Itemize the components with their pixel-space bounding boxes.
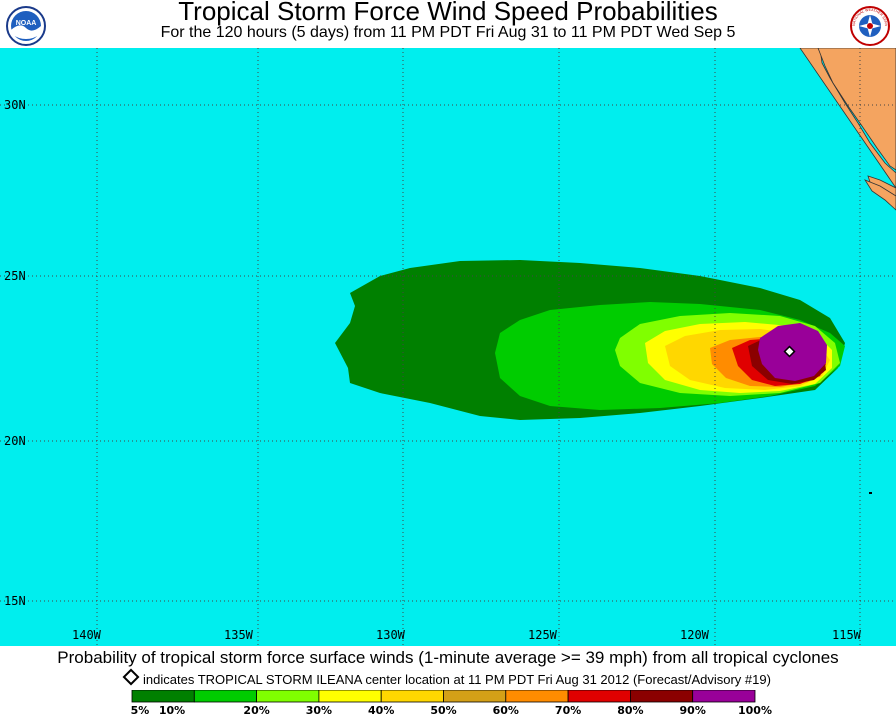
page-subtitle: For the 120 hours (5 days) from 11 PM PD… (160, 24, 736, 41)
legend-label: 40% (368, 704, 394, 716)
legend-swatches (131, 690, 756, 703)
probability-contours (335, 260, 845, 420)
lat-label-30n: 30N (4, 98, 26, 112)
land-mass (799, 48, 896, 494)
lat-label-20n: 20N (4, 434, 26, 448)
legend-label: 30% (306, 704, 332, 716)
legend-swatch (567, 690, 631, 703)
storm-center-marker (783, 345, 796, 358)
legend-swatch (505, 690, 569, 703)
lon-label-140w: 140W (72, 628, 102, 642)
footer-description: Probability of tropical storm force surf… (57, 648, 839, 667)
page-title: Tropical Storm Force Wind Speed Probabil… (178, 0, 718, 26)
legend-label: 90% (680, 704, 706, 716)
legend-swatch (443, 690, 507, 703)
noaa-logo-text: NOAA (16, 20, 37, 27)
legend-label: 100% (738, 704, 772, 716)
legend-swatch (256, 690, 320, 703)
legend-label: 60% (493, 704, 519, 716)
legend-label: 20% (243, 704, 269, 716)
legend-label: 5% (131, 704, 150, 716)
legend-label: 70% (555, 704, 581, 716)
lon-label-120w: 120W (680, 628, 710, 642)
grid (0, 48, 896, 646)
lon-label-125w: 125W (528, 628, 558, 642)
nws-logo: NATIONAL WEATHER SERVICE (850, 6, 890, 46)
lon-label-115w: 115W (832, 628, 862, 642)
legend-label: 80% (617, 704, 643, 716)
legend-swatch (131, 690, 195, 703)
legend-swatch (692, 690, 756, 703)
latitude-labels: 30N 25N 20N 15N (4, 98, 26, 608)
legend-label: 10% (159, 704, 185, 716)
legend-labels: 5% 10% 20% 30% 40% 50% 60% 70% 80% 90% 100% (131, 704, 772, 716)
lon-label-130w: 130W (376, 628, 406, 642)
legend-swatch (630, 690, 694, 703)
lat-label-25n: 25N (4, 269, 26, 283)
lon-label-135w: 135W (224, 628, 254, 642)
probability-map: 30N 25N 20N 15N 140W 135W 130W 125W 120W… (0, 48, 896, 646)
legend-swatch (193, 690, 258, 703)
footer-storm-note: indicates TROPICAL STORM ILEANA center l… (0, 668, 896, 687)
legend-swatch (380, 690, 444, 703)
diamond-icon (122, 668, 140, 686)
longitude-labels: 140W 135W 130W 125W 120W 115W (72, 628, 862, 642)
lat-label-15n: 15N (4, 594, 26, 608)
legend-label: 50% (430, 704, 456, 716)
noaa-logo: NOAA (6, 6, 46, 46)
probability-legend: 5% 10% 20% 30% 40% 50% 60% 70% 80% 90% 100% (131, 690, 772, 716)
legend-swatch (318, 690, 382, 703)
footer-storm-note-text: indicates TROPICAL STORM ILEANA center l… (143, 672, 771, 687)
